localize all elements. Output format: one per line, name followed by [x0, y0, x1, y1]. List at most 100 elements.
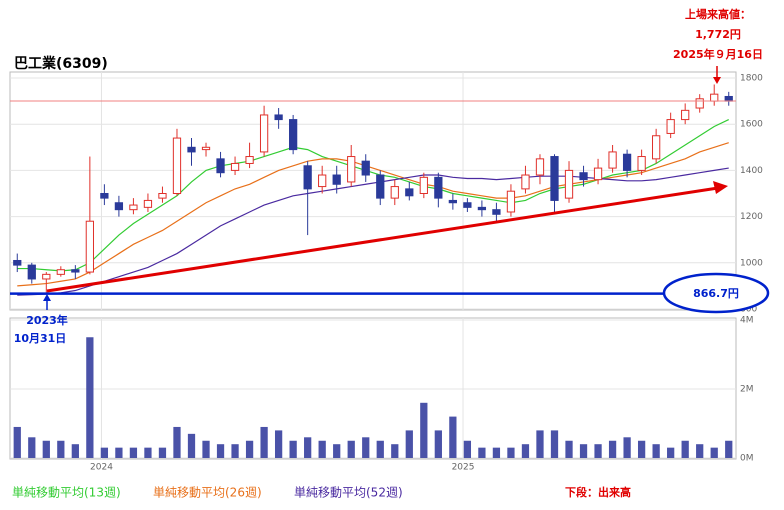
volume-bar	[333, 444, 341, 458]
candle-body	[245, 156, 254, 164]
candle-body	[652, 135, 661, 160]
candle-body	[201, 146, 211, 151]
candle-body	[27, 264, 36, 280]
candle-body	[187, 146, 196, 153]
legend-entry: 単純移動平均(13週)	[12, 486, 121, 500]
candle-body	[405, 188, 414, 197]
volume-bar	[274, 430, 283, 458]
candle-body	[434, 176, 443, 199]
high-title: 上場来高値：	[685, 7, 751, 21]
volume-bar	[304, 437, 312, 458]
volume-bar	[362, 437, 370, 458]
candle-body	[259, 114, 269, 153]
volume-bar	[507, 447, 515, 458]
volume-bar	[86, 337, 94, 458]
volume-bar	[681, 440, 689, 458]
candle-body	[143, 199, 153, 208]
candle-body	[13, 259, 22, 266]
y-tick-label: 1200	[740, 212, 763, 222]
candle-body	[42, 273, 51, 280]
volume-bar	[289, 440, 297, 458]
candle-body	[608, 151, 617, 169]
volume-bar	[187, 433, 196, 458]
candle-body	[448, 199, 457, 204]
candle-body	[216, 158, 225, 174]
moving-average	[17, 119, 729, 272]
volume-bar	[667, 447, 675, 458]
volume-bar	[144, 447, 152, 458]
volume-bar	[710, 447, 718, 458]
candle-body	[274, 114, 283, 121]
volume-bar	[129, 447, 138, 458]
candle-body	[71, 269, 80, 273]
volume-bar	[260, 426, 268, 458]
volume-bar	[536, 430, 544, 458]
candle-body	[593, 167, 603, 181]
x-tick-label: 2025	[452, 463, 475, 473]
volume-bar	[608, 440, 617, 458]
volume-bar	[158, 447, 167, 458]
v-tick-label: 4M	[740, 316, 754, 326]
chart-title: 巴工業(6309)	[14, 55, 108, 72]
candle-body	[361, 160, 370, 176]
y-tick-label: 1800	[740, 74, 763, 84]
candle-body	[347, 156, 356, 183]
candle-body	[419, 176, 428, 195]
low-date-year: 2023年	[26, 313, 68, 327]
candle-body	[710, 93, 719, 102]
volume-bar	[57, 440, 65, 458]
high-arrow-head	[713, 77, 721, 84]
price-panel	[9, 71, 737, 311]
candle-body	[332, 174, 341, 185]
volume-bar	[463, 440, 472, 458]
volume-bar	[725, 440, 733, 458]
volume-bar	[420, 402, 428, 458]
y-tick-label: 1600	[740, 120, 763, 130]
volume-bar	[652, 444, 660, 458]
y-tick-label: 1000	[740, 258, 763, 268]
volume-bar	[216, 444, 225, 458]
candle-body	[303, 165, 312, 190]
candle-body	[521, 174, 530, 190]
candle-body	[535, 158, 545, 176]
candle-body	[318, 174, 327, 188]
volume-bar	[42, 440, 50, 458]
candle-body	[129, 204, 138, 211]
low-arrow-head	[43, 294, 51, 301]
candle-body	[477, 206, 487, 211]
candle-body	[564, 169, 574, 199]
legend-entry: 単純移動平均(52週)	[294, 486, 403, 500]
y-tick-label: 1400	[740, 166, 763, 176]
moving-average	[17, 167, 729, 296]
volume-bar	[391, 444, 399, 458]
volume-bar	[565, 440, 573, 458]
trend-arrow	[46, 186, 719, 293]
volume-bar	[434, 430, 442, 458]
x-tick-label: 2024	[90, 463, 113, 473]
volume-bar	[318, 440, 326, 458]
high-date: 2025年９月16日	[673, 47, 763, 61]
volume-bar	[449, 416, 457, 458]
candle-body	[230, 162, 240, 171]
candle-body	[114, 202, 124, 211]
v-tick-label: 0M	[740, 454, 754, 464]
volume-bar	[478, 447, 486, 458]
volume-bar	[376, 440, 384, 458]
trend-arrow-head	[713, 181, 728, 194]
volume-bar	[115, 447, 123, 458]
volume-bar	[637, 440, 646, 458]
candle-body	[172, 137, 182, 194]
candle-body	[492, 209, 501, 215]
candle-body	[666, 119, 675, 134]
volume-bar	[550, 430, 559, 458]
candle-body	[637, 156, 646, 171]
volume-bar	[696, 444, 704, 458]
moving-average	[17, 142, 729, 287]
candle-body	[681, 109, 690, 121]
plot: 800 1000 1200 1400 1600 1800 0M 2M 4M 2024 2025	[10, 72, 763, 473]
volume-bar	[594, 444, 602, 458]
y-tick-label: 800	[740, 305, 757, 315]
candle-body	[56, 269, 65, 275]
candle-body	[289, 119, 298, 151]
candle-body	[85, 220, 94, 273]
